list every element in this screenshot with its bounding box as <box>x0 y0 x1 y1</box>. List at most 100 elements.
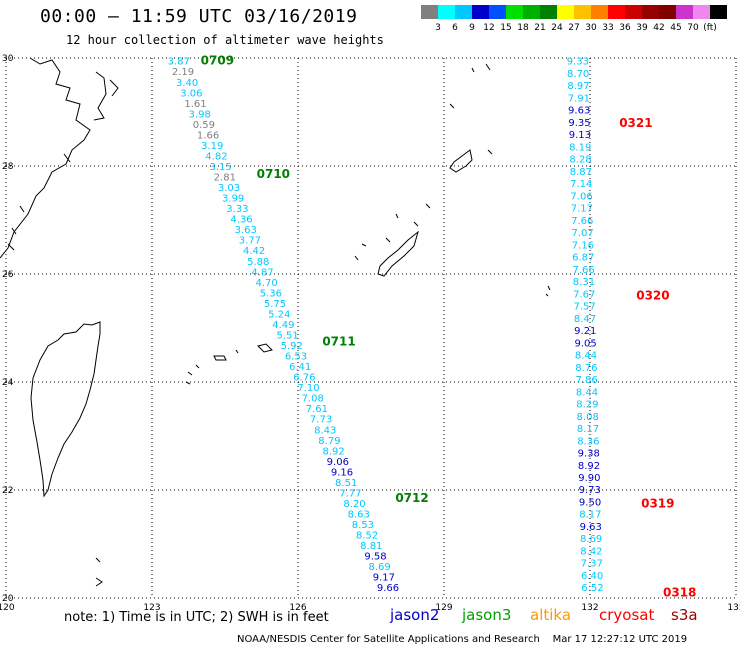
wave-height-value: 3.99 <box>222 194 244 205</box>
color-swatch <box>489 5 506 19</box>
color-scale-tick: 21 <box>534 23 546 33</box>
color-swatch <box>710 5 727 19</box>
wave-height-value: 3.15 <box>209 162 231 173</box>
wave-height-value: 8.31 <box>573 277 595 288</box>
wave-height-value: 7.61 <box>306 404 328 415</box>
credit-footer: NOAA/NESDIS Center for Satellite Applica… <box>237 634 688 645</box>
color-swatch <box>540 5 557 19</box>
wave-height-value: 7.08 <box>302 394 324 405</box>
wave-height-value: 8.29 <box>576 400 598 411</box>
wave-height-value: 9.58 <box>364 552 386 563</box>
wave-height-value: 3.77 <box>239 236 261 247</box>
color-swatch <box>506 5 523 19</box>
wave-height-value: 8.92 <box>578 461 600 472</box>
wave-height-value: 5.88 <box>247 257 269 268</box>
wave-height-value: 8.52 <box>356 531 378 542</box>
wave-height-value: 4.87 <box>251 267 273 278</box>
wave-height-value: 3.63 <box>235 225 257 236</box>
wave-height-value: 9.21 <box>574 326 596 337</box>
wave-height-value: 8.70 <box>567 69 589 80</box>
wave-height-value: 3.98 <box>189 109 211 120</box>
axis-labels: 120 123 126 129 132 135 30 28 26 24 22 20 <box>0 54 740 613</box>
wave-height-value: 8.17 <box>577 424 599 435</box>
wave-height-value: 8.63 <box>348 509 370 520</box>
color-swatch <box>676 5 693 19</box>
color-swatch <box>523 5 540 19</box>
wave-height-value: 5.75 <box>264 299 286 310</box>
pass-time-label: 0320 <box>636 289 669 303</box>
color-swatch <box>693 5 710 19</box>
wave-height-value: 8.42 <box>580 546 602 557</box>
legend-altika: altika <box>530 606 572 624</box>
lat-label: 30 <box>2 54 14 64</box>
wave-height-value: 9.63 <box>568 106 590 117</box>
wave-height-value: 9.33 <box>567 57 589 68</box>
color-scale-tick: 39 <box>636 23 648 33</box>
wave-height-value: 5.92 <box>281 341 303 352</box>
wave-height-value: 8.28 <box>569 155 591 166</box>
wave-height-value: 8.53 <box>352 520 374 531</box>
wave-height-value: 4.36 <box>230 215 252 226</box>
wave-height-value: 5.36 <box>260 288 282 299</box>
wave-height-value: 9.35 <box>568 118 590 129</box>
wave-height-value: 2.19 <box>172 67 194 78</box>
coast-amami <box>449 149 473 173</box>
color-scale-tick: 30 <box>585 23 597 33</box>
coast-okinawa-small <box>354 221 419 261</box>
wave-height-value: 7.77 <box>339 488 361 499</box>
pass-time-label: 0709 <box>201 54 234 68</box>
wave-height-value: 6.52 <box>581 583 603 594</box>
wave-height-value: 4.70 <box>256 278 278 289</box>
lat-label: 20 <box>2 594 14 604</box>
wave-height-value: 9.73 <box>579 485 601 496</box>
wave-height-value: 8.79 <box>318 436 340 447</box>
color-swatch <box>557 5 574 19</box>
wave-height-value: 6.41 <box>289 362 311 373</box>
wave-height-value: 8.69 <box>369 562 391 573</box>
wave-height-value: 8.44 <box>575 351 597 362</box>
color-swatch <box>574 5 591 19</box>
wave-height-value: 7.66 <box>572 265 594 276</box>
wave-height-value: 3.19 <box>201 141 223 152</box>
color-swatch <box>625 5 642 19</box>
map-title: 00:00 – 11:59 UTC 03/16/2019 <box>40 6 358 27</box>
wave-height-value: 7.14 <box>570 179 592 190</box>
wave-height-value: 8.47 <box>574 314 596 325</box>
wave-height-value: 7.57 <box>573 302 595 313</box>
wave-height-value: 3.87 <box>168 57 190 68</box>
legend: note: 1) Time is in UTC; 2) SWH is in fe… <box>0 606 740 632</box>
wave-height-value: 5.51 <box>276 330 298 341</box>
map-subtitle: 12 hour collection of altimeter wave hei… <box>66 33 384 47</box>
pass-time-label: 0319 <box>641 497 674 511</box>
wave-height-value: 8.87 <box>570 167 592 178</box>
wave-height-value: 9.50 <box>579 497 601 508</box>
color-swatch <box>608 5 625 19</box>
wave-height-value: 7.17 <box>571 204 593 215</box>
wave-height-value: 9.90 <box>578 473 600 484</box>
color-scale-tick: 42 <box>653 23 665 33</box>
color-swatch <box>642 5 659 19</box>
coast-okinawa <box>377 230 419 277</box>
wave-height-value: 9.06 <box>327 457 349 468</box>
wave-height-value: 4.49 <box>272 320 294 331</box>
color-swatch <box>591 5 608 19</box>
wave-height-value: 8.97 <box>567 81 589 92</box>
color-swatch <box>472 5 489 19</box>
legend-note: note: 1) Time is in UTC; 2) SWH is in fe… <box>64 610 329 625</box>
coast-china <box>0 57 91 259</box>
legend-jason3: jason3 <box>462 606 512 624</box>
lat-label: 24 <box>2 378 14 388</box>
color-scale-tick: 24 <box>551 23 563 33</box>
wave-height-value: 3.33 <box>226 204 248 215</box>
wave-height-value: 1.61 <box>184 99 206 110</box>
color-swatch <box>438 5 455 19</box>
lat-lon-grid <box>5 57 737 599</box>
legend-cryosat: cryosat <box>599 606 655 624</box>
color-swatch <box>659 5 676 19</box>
wave-height-value: 8.43 <box>314 425 336 436</box>
pass-time-label: 0710 <box>257 167 290 181</box>
wave-height-value: 4.42 <box>243 246 265 257</box>
wave-height-value: 3.03 <box>218 183 240 194</box>
coast-south-islands <box>95 557 103 587</box>
wave-height-value: 9.05 <box>575 338 597 349</box>
